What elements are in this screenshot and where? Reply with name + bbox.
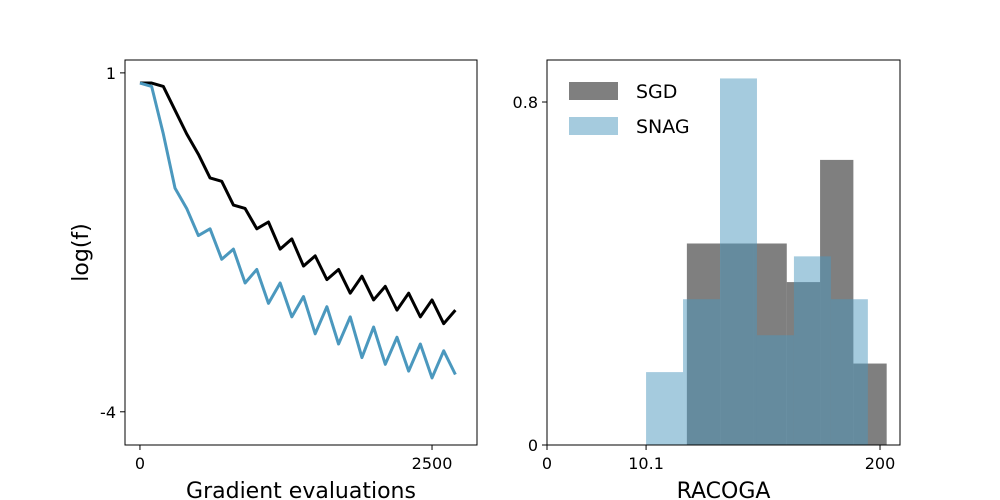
legend-swatch [569,82,618,100]
hist-bar [830,299,868,445]
hist-bar [756,335,794,445]
y-axis-label: log(f) [69,223,94,281]
y-tick-label: -4 [100,403,116,422]
hist-bar [683,299,721,445]
x-tick-label: 0 [542,454,552,473]
axes-frame [546,59,901,446]
line-series [139,81,457,380]
y-tick-label: 0.8 [513,93,538,112]
x-axis-label: RACOGA [677,479,771,500]
hist-bar [646,372,684,445]
y-tick-label: 0 [528,436,538,455]
y-tick-label: 1 [106,64,116,83]
x-tick-label: 0 [135,454,145,473]
hist-bar [793,256,831,445]
axes-frame [124,59,478,446]
hist-bar [720,78,757,445]
legend-swatch [569,117,618,135]
x-axis-label: Gradient evaluations [186,479,416,500]
plot-area [139,81,457,380]
legend-label: SNAG [636,116,690,138]
legend-label: SGD [636,81,677,103]
x-tick-label: 2500 [412,454,453,473]
plot-area [646,78,887,445]
line-series [139,81,457,326]
x-tick-label: 200 [865,454,896,473]
x-tick-label: 10.1 [628,454,664,473]
